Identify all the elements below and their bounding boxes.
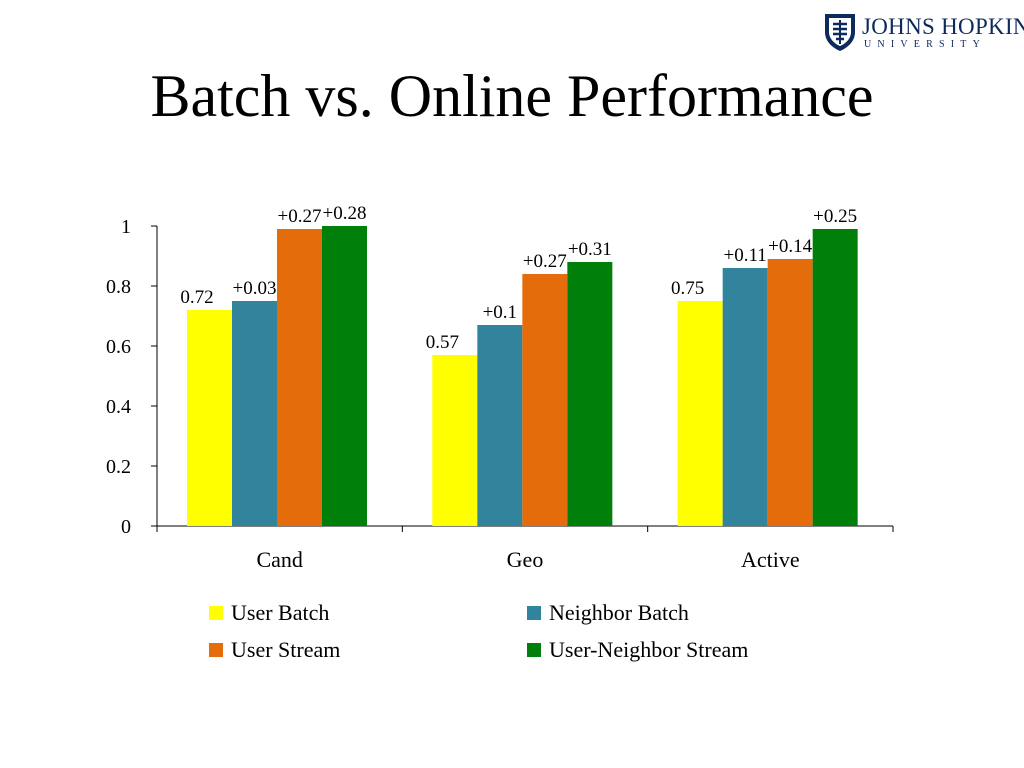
logo-subtitle: UNIVERSITY	[864, 39, 986, 50]
legend-swatch	[527, 606, 541, 620]
bar-data-label: +0.27	[278, 206, 322, 227]
x-category-label: Geo	[507, 547, 544, 572]
bar	[522, 274, 568, 526]
bar	[322, 226, 367, 526]
bar	[677, 301, 723, 526]
bar-data-label: +0.25	[813, 206, 857, 227]
bar	[812, 229, 858, 526]
legend-swatch	[527, 643, 541, 657]
legend-label: User Batch	[231, 600, 330, 625]
y-tick-label: 0.6	[106, 336, 131, 358]
legend-item: Neighbor Batch	[527, 598, 689, 628]
logo-name: JOHNS HOPKINS	[862, 14, 1024, 39]
bar-data-label: +0.03	[233, 278, 277, 299]
bar-data-label: +0.14	[768, 236, 812, 257]
legend: User Batch Neighbor Batch User Stream User-…	[209, 598, 829, 670]
legend-item: User Stream	[209, 635, 340, 665]
bar	[767, 259, 813, 526]
bar	[477, 325, 523, 526]
bar-data-label: 0.72	[180, 287, 213, 308]
bar	[567, 262, 613, 526]
bar-data-label: 0.57	[426, 332, 459, 353]
y-tick-label: 0.2	[106, 456, 131, 478]
bar	[277, 229, 322, 526]
x-category-label: Active	[741, 547, 800, 572]
bars-layer	[187, 226, 858, 526]
y-tick-label: 0.4	[106, 396, 131, 418]
bar	[432, 355, 478, 526]
bar-data-label: +0.27	[523, 251, 567, 272]
bar-data-label: 0.75	[671, 278, 704, 299]
bar	[722, 268, 768, 526]
legend-label: Neighbor Batch	[549, 600, 689, 625]
legend-item: User Batch	[209, 598, 329, 628]
bar-data-label: +0.1	[483, 302, 517, 323]
bar	[187, 310, 232, 526]
slide-title: Batch vs. Online Performance	[150, 63, 874, 129]
y-tick-label: 0	[121, 516, 131, 538]
bar-data-label: +0.31	[568, 239, 612, 260]
legend-swatch	[209, 606, 223, 620]
university-logo: JOHNS HOPKINS UNIVERSITY	[822, 12, 1024, 52]
shield-icon	[825, 14, 855, 51]
y-tick-label: 1	[121, 216, 131, 238]
legend-swatch	[209, 643, 223, 657]
x-category-label: Cand	[256, 547, 302, 572]
bar-data-label: +0.28	[323, 203, 367, 224]
legend-item: User-Neighbor Stream	[527, 635, 748, 665]
data-labels-layer: 0.72 0.57 0.75 +0.03 +0.1 +0.11 +0.27 +0.27 +0.1…	[180, 203, 857, 353]
legend-label: User-Neighbor Stream	[549, 637, 749, 662]
y-tick-label: 0.8	[106, 276, 131, 298]
legend-label: User Stream	[231, 637, 341, 662]
bar	[232, 301, 277, 526]
bar-data-label: +0.11	[724, 245, 767, 266]
